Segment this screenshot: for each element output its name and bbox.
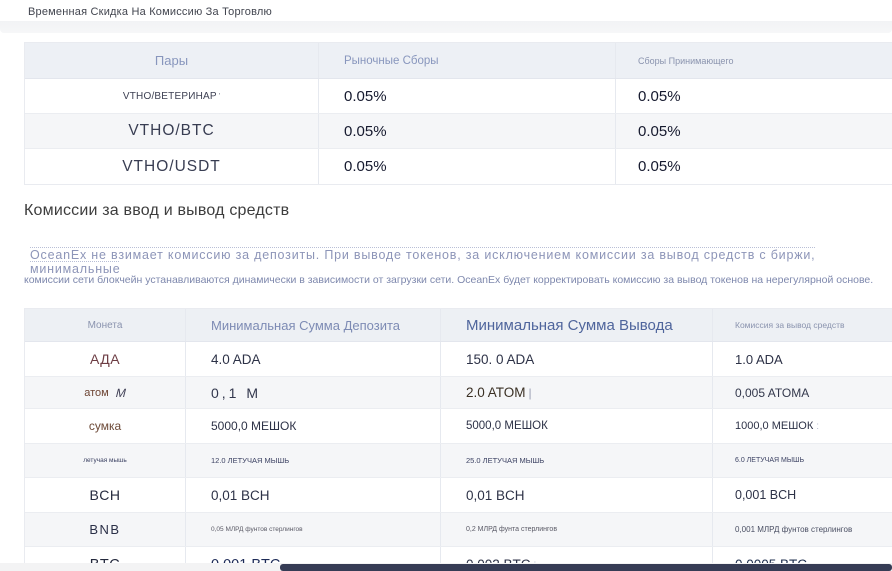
coin-cell: летучая мышь xyxy=(25,444,186,477)
column-header-coin: Монета xyxy=(25,309,186,341)
pair-label: VTHO/ВЕТЕРИНАР xyxy=(122,90,217,102)
min-withdrawal-value: 2.0 ATOM xyxy=(466,385,526,400)
section-paragraph-line1: OceanEx не взимает комиссию за депозиты.… xyxy=(30,248,816,276)
min-deposit-cell: 0,1 М xyxy=(186,377,441,408)
column-header-withdrawal-fee: Комиссия за вывод средств xyxy=(735,320,845,330)
pair-cell: VTHO/ВЕТЕРИНАР ' xyxy=(25,79,319,113)
coin-cell: сумка xyxy=(25,409,186,443)
withdrawal-fee-value: 1000,0 МЕШОК xyxy=(735,420,814,432)
table-row: VTHO/BTC 0.05% 0.05% xyxy=(25,114,892,149)
column-header-min-deposit: Минимальная Сумма Депозита xyxy=(186,309,441,341)
withdrawal-fee-cell: 1.0 ADA xyxy=(735,351,783,367)
coin-cell: АДА xyxy=(25,342,186,376)
maker-fee-cell: 0.05% xyxy=(319,114,616,148)
section-divider xyxy=(0,21,892,33)
maker-fee-cell: 0.05% xyxy=(319,79,616,113)
taker-fee-cell: 0.05% xyxy=(638,87,681,105)
min-deposit-cell: 4.0 ADA xyxy=(186,342,441,376)
horizontal-scrollbar-thumb[interactable] xyxy=(280,564,892,571)
section-paragraph-line2: комиссии сети блокчейн устанавливаются д… xyxy=(24,274,874,286)
table-row: VTHO/ВЕТЕРИНАР ' 0.05% 0.05% xyxy=(25,79,892,114)
text-cursor-artifact: | xyxy=(528,385,532,400)
table-row: АДА 4.0 ADA 150. 0 ADA 1.0 ADA xyxy=(25,342,892,377)
min-withdrawal-cell: 0,01 BCH xyxy=(441,478,713,512)
coin-label: атом xyxy=(84,386,109,399)
withdrawal-fee-cell: 6.0 ЛЕТУЧАЯ МЫШЬ xyxy=(735,457,805,464)
coin-cell: BNB xyxy=(25,513,186,546)
table-row: BCH 0,01 BCH 0,01 BCH 0,001 BCH xyxy=(25,478,892,513)
translation-mark: : xyxy=(816,420,820,432)
table-row: атом М 0,1 М 2.0 ATOM | 0,005 ATOMA xyxy=(25,377,892,409)
translation-mark: М xyxy=(113,385,128,400)
maker-fee-cell: 0.05% xyxy=(319,149,616,184)
page-title: Временная Скидка На Комиссию За Торговлю xyxy=(28,6,272,18)
column-header-taker-fees: Сборы Принимающего xyxy=(638,55,734,66)
column-header-maker-fees: Рыночные Сборы xyxy=(319,43,616,78)
trading-fees-table: Пары Рыночные Сборы Сборы Принимающего V… xyxy=(24,42,892,185)
column-header-min-withdrawal: Минимальная Сумма Вывода xyxy=(441,309,713,341)
taker-fee-cell: 0.05% xyxy=(638,122,681,140)
pair-cell: VTHO/USDT xyxy=(25,149,319,184)
min-withdrawal-cell: 25.0 ЛЕТУЧАЯ МЫШЬ xyxy=(441,444,713,477)
min-deposit-cell: 0,05 МЛРД фунтов стерлингов xyxy=(186,513,441,546)
taker-fee-cell: 0.05% xyxy=(638,158,681,175)
withdrawal-fee-cell: 1000,0 МЕШОК : xyxy=(713,409,892,443)
column-header-pairs: Пары xyxy=(25,43,319,78)
coin-cell: атом М xyxy=(25,377,186,408)
min-withdrawal-cell: 0,2 МЛРД фунта стерлингов xyxy=(441,513,713,546)
min-withdrawal-cell: 5000,0 МЕШОК xyxy=(441,409,713,443)
withdrawal-fee-cell: 0,001 BCH xyxy=(735,488,797,502)
min-withdrawal-cell: 150. 0 ADA xyxy=(441,342,713,376)
table-row: BNB 0,05 МЛРД фунтов стерлингов 0,2 МЛРД… xyxy=(25,513,892,547)
funding-table-header-row: Монета Минимальная Сумма Депозита Минима… xyxy=(25,309,892,342)
table-row: VTHO/USDT 0.05% 0.05% xyxy=(25,149,892,184)
withdrawal-fee-cell: 0,005 ATOMA xyxy=(735,385,810,400)
min-deposit-cell: 0,01 BCH xyxy=(186,478,441,512)
funding-fees-table: Монета Минимальная Сумма Депозита Минима… xyxy=(24,308,892,571)
table-row: летучая мышь 12.0 ЛЕТУЧАЯ МЫШЬ 25.0 ЛЕТУ… xyxy=(25,444,892,478)
table-row: сумка 5000,0 МЕШОК 5000,0 МЕШОК 1000,0 М… xyxy=(25,409,892,444)
section-heading: Комиссии за ввод и вывод средств xyxy=(24,202,290,219)
pair-cell: VTHO/BTC xyxy=(25,114,319,148)
translation-mark: ' xyxy=(218,92,221,100)
trading-table-header-row: Пары Рыночные Сборы Сборы Принимающего xyxy=(25,43,892,79)
withdrawal-fee-cell: 0,001 МЛРД фунтов стерлингов xyxy=(735,525,853,534)
min-deposit-cell: 5000,0 МЕШОК xyxy=(186,409,441,443)
min-deposit-cell: 12.0 ЛЕТУЧАЯ МЫШЬ xyxy=(186,444,441,477)
min-withdrawal-cell: 2.0 ATOM | xyxy=(441,377,713,408)
coin-cell: BCH xyxy=(25,478,186,512)
